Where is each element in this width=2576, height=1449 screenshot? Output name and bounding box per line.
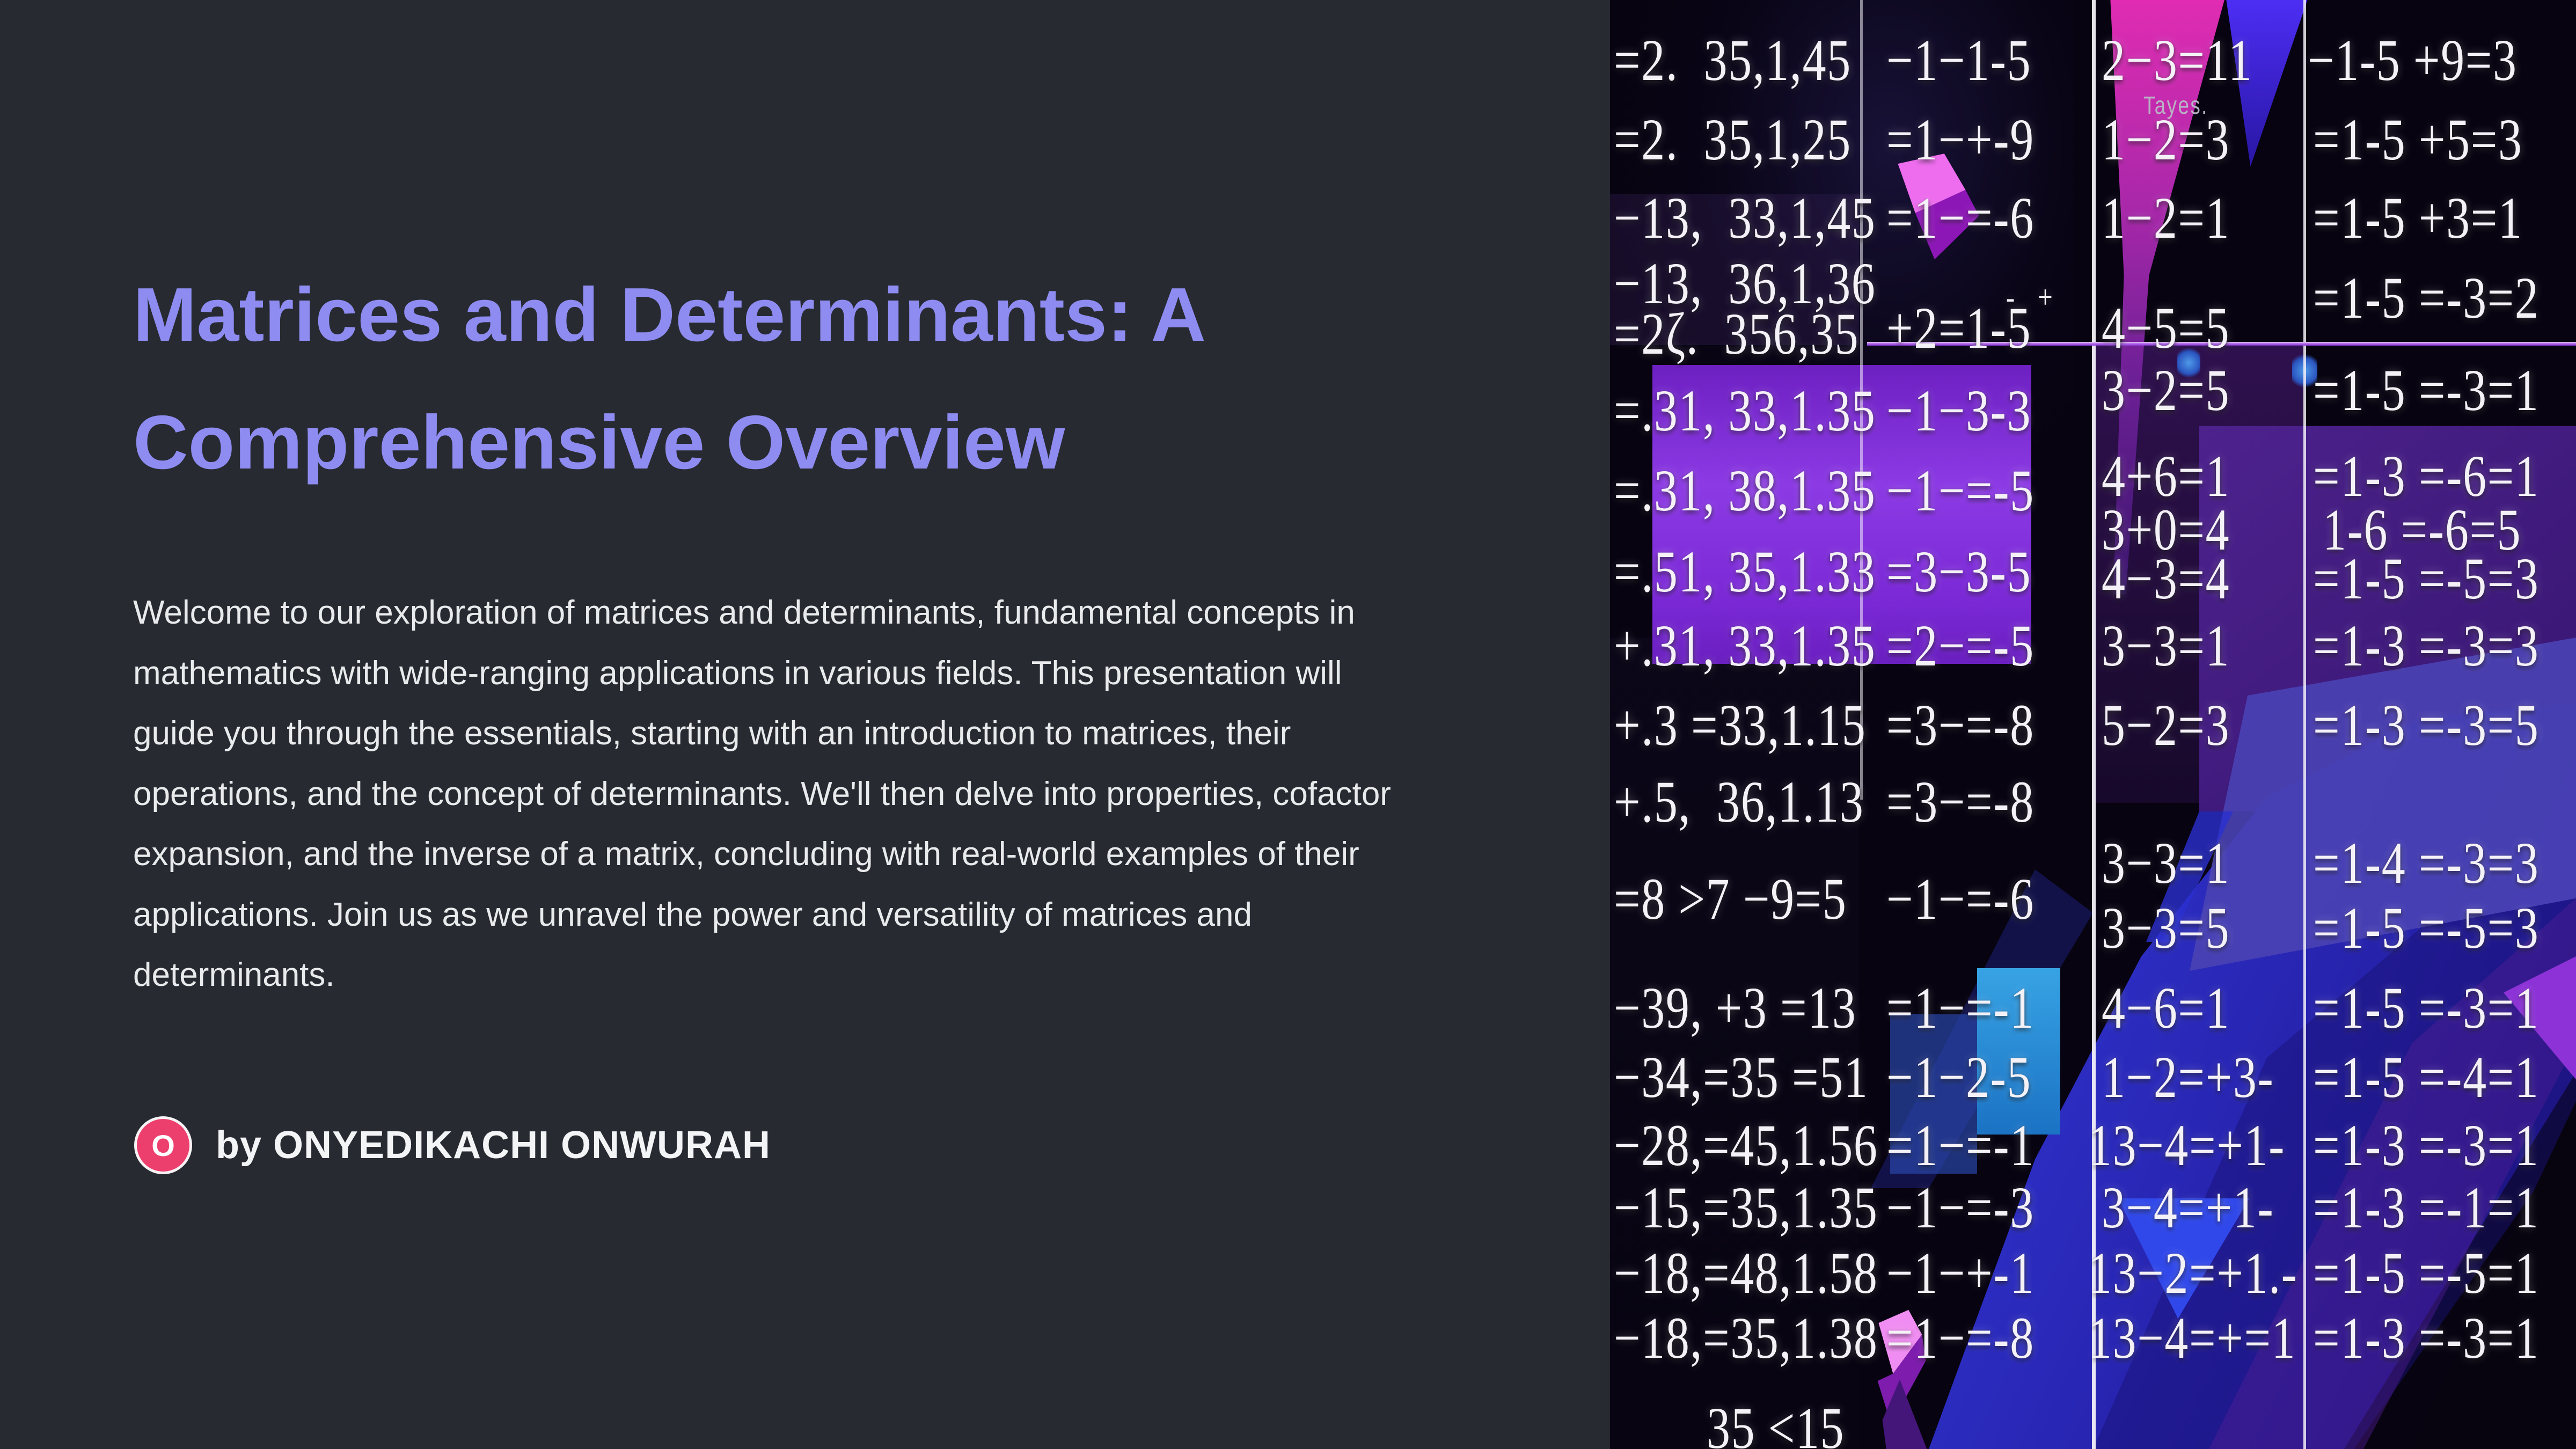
- equation-row: +.5, 36,1.13: [1614, 769, 1864, 835]
- equation-row: 3−3=1: [2102, 830, 2230, 896]
- equation-row: =1-5 =-5=1: [2313, 1240, 2540, 1306]
- equation-row: =8 >7 −9=5: [1614, 866, 1847, 932]
- equation-row: =.31, 33,1.35: [1614, 378, 1876, 444]
- equation-row: 3−4=+1-: [2102, 1175, 2274, 1241]
- equation-row: =2ζ. 356,35: [1614, 301, 1860, 367]
- equation-row: =1−=-8: [1886, 1305, 2035, 1371]
- equation-row: 3−3=5: [2102, 895, 2230, 961]
- equation-row: −1−=-5: [1886, 457, 2035, 523]
- equation-row: =2. 35,1,45: [1614, 27, 1852, 93]
- equation-row: =1−=-1: [1886, 975, 2035, 1041]
- equation-row: 13−4=+=1: [2088, 1305, 2296, 1371]
- equation-row: =1-5 =-3=1: [2313, 357, 2540, 423]
- equation-row: =1−=-6: [1886, 185, 2035, 251]
- paragraph-line: determinants.: [133, 956, 335, 993]
- equation-row: −28,=45,1.56: [1614, 1113, 1878, 1178]
- equation-row: −1−1-5: [1886, 27, 2031, 93]
- equation-row: =1-5 =-5=3: [2313, 546, 2540, 612]
- equation-row: −1−3-3: [1886, 378, 2031, 444]
- equation-row: =3−3-5: [1886, 538, 2031, 604]
- equation-row: +2=1-5: [1886, 295, 2031, 361]
- equation-row: =.31, 38,1.35: [1614, 457, 1876, 523]
- equation-row: =1-4 =-3=3: [2313, 830, 2540, 896]
- column-divider-line: [2303, 0, 2307, 1449]
- equation-row: −18,=35,1.38: [1614, 1305, 1878, 1371]
- equation-row: 4−6=1: [2102, 975, 2230, 1041]
- equation-row: =1-5 +3=1: [2313, 185, 2523, 251]
- paragraph-line: guide you through the essentials, starti…: [133, 715, 1291, 752]
- title-line-2: Comprehensive Overview: [133, 400, 1065, 485]
- equation-row: 13−4=+1-: [2088, 1113, 2285, 1178]
- equation-row: 1−2=3: [2102, 107, 2230, 173]
- equation-row: =3−=-8: [1886, 692, 2035, 758]
- equation-row: =1-3 =-3=5: [2313, 692, 2540, 758]
- equation-row: 4−3=4: [2102, 546, 2230, 612]
- equation-row: =1-3 =-3=1: [2313, 1113, 2540, 1178]
- equation-row: 1−2=+3-: [2102, 1044, 2274, 1110]
- equation-row: −39, +3 =13: [1614, 975, 1857, 1041]
- equation-row: =.51, 35,1.33: [1614, 538, 1876, 604]
- equation-row: =1−=-1: [1886, 1113, 2035, 1178]
- column-divider-line: [2092, 0, 2096, 1449]
- equation-row: −15,=35,1.35: [1614, 1175, 1878, 1241]
- equation-row: −1−+-1: [1886, 1240, 2035, 1306]
- equation-row: 5−2=3: [2102, 692, 2230, 758]
- equation-row: =1−+-9: [1886, 107, 2035, 173]
- equation-row: −13, 33,1,45: [1614, 185, 1876, 251]
- equation-row: 1−2=1: [2102, 185, 2230, 251]
- page-title: Matrices and Determinants: A Comprehensi…: [133, 251, 1539, 507]
- equation-row: 35 <15: [1707, 1395, 1845, 1449]
- equation-row: −18,=48,1.58: [1614, 1240, 1878, 1306]
- equation-row: +.31, 33,1.35: [1614, 612, 1876, 678]
- equation-row: 3−3=1: [2102, 612, 2230, 678]
- decorative-math-artwork: =2. 35,1,45 =2. 35,1,25 −13, 33,1,45 −13, 3…: [1610, 0, 2576, 1449]
- intro-paragraph: Welcome to our exploration of matrices a…: [133, 583, 1518, 1006]
- avatar-initial: O: [151, 1128, 175, 1162]
- equation-row: =1-5 =-5=3: [2313, 895, 2540, 961]
- paragraph-line: expansion, and the inverse of a matrix, …: [133, 836, 1359, 873]
- slide-content-area: Matrices and Determinants: A Comprehensi…: [133, 0, 1528, 1449]
- equation-row: =1-5 =-4=1: [2313, 1044, 2540, 1110]
- equation-row: −1−=-6: [1886, 866, 2035, 932]
- equation-row: +.3 =33,1.15: [1614, 692, 1867, 758]
- equation-row: =3−=-8: [1886, 769, 2035, 835]
- equation-row: −1−=-3: [1886, 1175, 2035, 1241]
- byline: O by ONYEDIKACHI ONWURAH: [134, 1116, 771, 1175]
- equation-row: 13−2=+1.-: [2088, 1240, 2298, 1306]
- equation-row: =1-5 =-3=1: [2313, 975, 2540, 1041]
- equation-row: 2−3=11: [2102, 27, 2253, 93]
- equation-row: =1-5 =-3=2: [2313, 265, 2540, 331]
- equation-row: 3−2=5: [2102, 357, 2230, 423]
- title-line-1: Matrices and Determinants: A: [133, 272, 1206, 357]
- avatar: O: [134, 1116, 192, 1174]
- equation-row: −1−2-5: [1886, 1044, 2031, 1110]
- paragraph-line: applications. Join us as we unravel the …: [133, 896, 1252, 933]
- paragraph-line: mathematics with wide-ranging applicatio…: [133, 654, 1342, 692]
- paragraph-line: Welcome to our exploration of matrices a…: [133, 594, 1355, 631]
- equation-row: =1-3 =-3=3: [2313, 612, 2540, 678]
- equation-row: =1-3 =-3=1: [2313, 1305, 2540, 1371]
- equation-row: 4−5=5: [2102, 295, 2230, 361]
- equation-row: =2. 35,1,25: [1614, 107, 1852, 173]
- equation-row: −1-5 +9=3: [2307, 27, 2518, 93]
- equation-row: =1-3 =-1=1: [2313, 1175, 2540, 1241]
- equation-row: =1-5 +5=3: [2313, 107, 2523, 173]
- byline-text: by ONYEDIKACHI ONWURAH: [216, 1124, 771, 1167]
- paragraph-line: operations, and the concept of determina…: [133, 775, 1391, 813]
- equation-row: −34,=35 =51: [1614, 1044, 1869, 1110]
- equation-row: =2−=-5: [1886, 612, 2035, 678]
